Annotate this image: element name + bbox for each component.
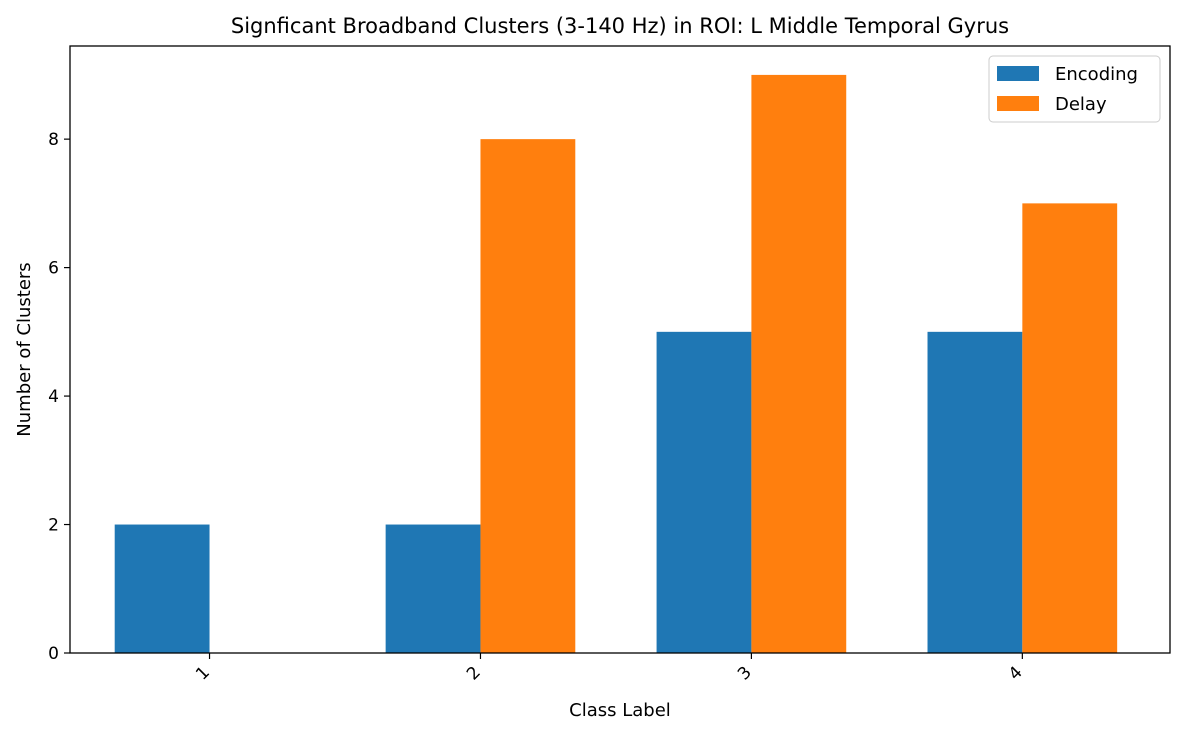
legend-swatch-encoding [997, 66, 1039, 81]
bar-delay-2 [480, 139, 576, 653]
bar-encoding-3 [656, 331, 752, 653]
x-axis-label: Class Label [569, 700, 671, 721]
plot-frame [69, 45, 1171, 654]
bar-delay-3 [751, 74, 847, 653]
legend-swatch-delay [997, 96, 1039, 111]
chart-title: Signficant Broadband Clusters (3-140 Hz)… [231, 14, 1009, 38]
x-tick-label-1: 1 [192, 663, 214, 685]
bar-encoding-1 [114, 524, 210, 653]
bar-encoding-4 [927, 331, 1023, 653]
x-tick-label-2: 2 [463, 663, 485, 685]
bar-delay-4 [1022, 203, 1118, 654]
legend: Encoding Delay [988, 55, 1161, 123]
y-tick-label-6: 6 [48, 259, 59, 279]
y-tick-label-0: 0 [48, 644, 59, 664]
plot-area: 0 2 4 6 8 1 2 3 4 [48, 74, 1118, 685]
bar-encoding-2 [385, 524, 481, 653]
y-tick-label-8: 8 [48, 130, 59, 150]
y-axis-label: Number of Clusters [14, 262, 35, 436]
y-tick-label-2: 2 [48, 516, 59, 536]
legend-label-encoding: Encoding [1055, 64, 1138, 85]
x-tick-label-4: 4 [1005, 663, 1027, 685]
x-tick-label-3: 3 [734, 663, 756, 685]
y-tick-label-4: 4 [48, 387, 59, 407]
legend-label-delay: Delay [1055, 94, 1107, 115]
